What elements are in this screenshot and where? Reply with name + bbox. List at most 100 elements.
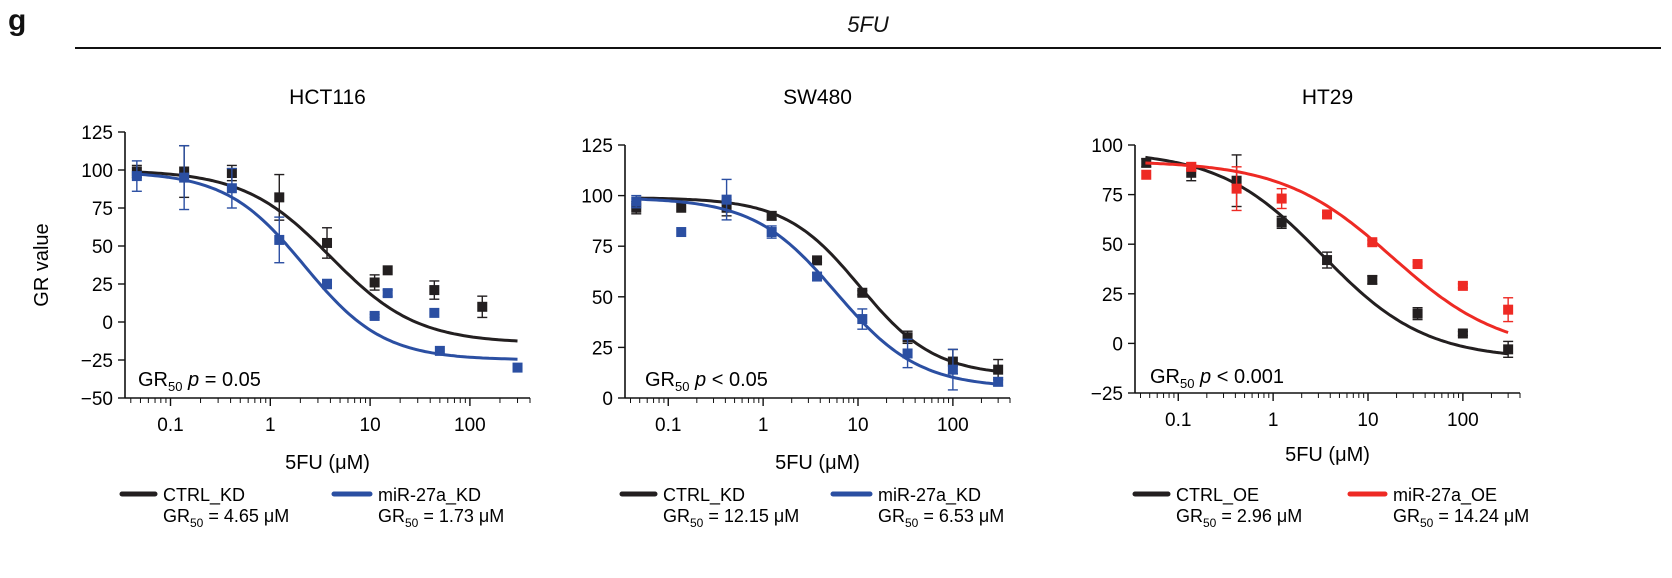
data-point: [1367, 274, 1378, 285]
y-tick-label: −25: [81, 351, 113, 372]
data-point: [631, 196, 642, 207]
x-tick-label: 1: [758, 415, 769, 436]
x-tick-label: 1: [265, 415, 276, 436]
data-point: [857, 314, 868, 325]
y-tick-label: 50: [1102, 235, 1123, 256]
data-point: [369, 310, 380, 321]
chart-sw480: SW480 0 25 50 75 100 125 0.1 1 10 100 5FU (μM) GR50 …: [581, 86, 1011, 530]
data-point: [1186, 161, 1197, 172]
legend-label: CTRL_KD: [663, 485, 745, 506]
data-point: [429, 285, 440, 296]
data-point: [131, 171, 142, 182]
legend-label: miR-27a_KD: [878, 485, 981, 506]
chart-title: HT29: [1302, 86, 1353, 109]
data-point: [812, 255, 823, 266]
data-point: [947, 364, 958, 375]
y-tick-label: 75: [1102, 186, 1123, 207]
legend-label: miR-27a_KD: [378, 485, 481, 506]
data-point: [1503, 344, 1514, 355]
y-tick-label: 100: [1091, 136, 1123, 157]
gr50-p-annotation: GR50 p < 0.001: [1150, 366, 1284, 391]
x-tick-label: 10: [1357, 410, 1378, 431]
y-tick-label: 75: [92, 199, 113, 220]
x-tick-label: 100: [937, 415, 969, 436]
x-tick-label: 100: [454, 415, 486, 436]
data-point: [1412, 308, 1423, 319]
y-tick-label: 50: [592, 288, 613, 309]
data-point: [274, 234, 285, 245]
x-tick-label: 0.1: [157, 415, 183, 436]
data-point: [226, 183, 237, 194]
data-point: [369, 277, 380, 288]
legend-label: CTRL_OE: [1176, 485, 1259, 506]
data-point: [477, 301, 488, 312]
data-point: [766, 210, 777, 221]
y-tick-label: 25: [1102, 285, 1123, 306]
fit-curve: [1145, 161, 1509, 334]
chart-hct116: HCT116 −50 −25 0 25 50 75 100 125 0.1 1 10 100 5FU (μ…: [31, 86, 531, 530]
y-axis-label: GR value: [31, 223, 53, 306]
data-point: [1367, 237, 1378, 248]
fit-curve: [635, 197, 999, 386]
chart-ht29: HT29 −25 0 25 50 75 100 0.1 1 10 100 5FU (μM) GR50 p…: [1091, 86, 1530, 530]
data-point: [857, 287, 868, 298]
data-point: [1141, 169, 1152, 180]
y-tick-label: 0: [1112, 334, 1123, 355]
y-tick-label: 25: [592, 338, 613, 359]
gr50-p-annotation: GR50 p < 0.05: [645, 369, 768, 394]
y-tick-label: −25: [1091, 384, 1123, 405]
data-point: [179, 172, 190, 183]
x-tick-label: 10: [360, 415, 381, 436]
legend-gr50-value: GR50 = 1.73 μM: [378, 506, 504, 530]
data-point: [993, 364, 1004, 375]
data-point: [721, 194, 732, 205]
legend-gr50-value: GR50 = 14.24 μM: [1393, 506, 1529, 530]
data-point: [676, 227, 687, 238]
legend-gr50-value: GR50 = 4.65 μM: [163, 506, 289, 530]
data-point: [512, 362, 523, 373]
data-point: [1186, 167, 1197, 178]
data-point: [1457, 280, 1468, 291]
data-point: [993, 376, 1004, 387]
data-point: [1231, 183, 1242, 194]
y-tick-label: 100: [81, 161, 113, 182]
data-point: [1276, 193, 1287, 204]
data-point: [429, 307, 440, 318]
data-point: [1322, 255, 1333, 266]
y-tick-label: 50: [92, 237, 113, 258]
data-point: [322, 279, 333, 289]
data-point: [676, 202, 687, 213]
data-point: [1412, 259, 1423, 270]
data-point: [1322, 209, 1333, 220]
data-point: [382, 265, 393, 276]
data-point: [274, 192, 285, 203]
data-point: [434, 345, 445, 356]
gr50-p-annotation: GR50 p = 0.05: [138, 369, 261, 394]
y-tick-label: −50: [81, 389, 113, 410]
data-point: [1457, 328, 1468, 339]
legend-label: miR-27a_OE: [1393, 485, 1497, 506]
data-point: [1276, 217, 1287, 228]
fit-curve: [635, 196, 999, 373]
x-axis-label: 5FU (μM): [775, 452, 860, 474]
x-tick-label: 1: [1268, 410, 1279, 431]
header-divider: [75, 47, 1661, 49]
data-point: [1503, 304, 1514, 315]
fit-curve: [135, 172, 518, 361]
chart-title: HCT116: [289, 86, 366, 109]
x-tick-label: 0.1: [1165, 410, 1191, 431]
x-tick-label: 10: [847, 415, 868, 436]
legend-gr50-value: GR50 = 6.53 μM: [878, 506, 1004, 530]
data-point: [322, 237, 333, 248]
y-tick-label: 25: [92, 275, 113, 296]
y-tick-label: 125: [81, 123, 113, 144]
y-tick-label: 0: [102, 313, 113, 334]
data-point: [902, 332, 913, 343]
legend-label: CTRL_KD: [163, 485, 245, 506]
y-tick-label: 100: [581, 187, 613, 208]
